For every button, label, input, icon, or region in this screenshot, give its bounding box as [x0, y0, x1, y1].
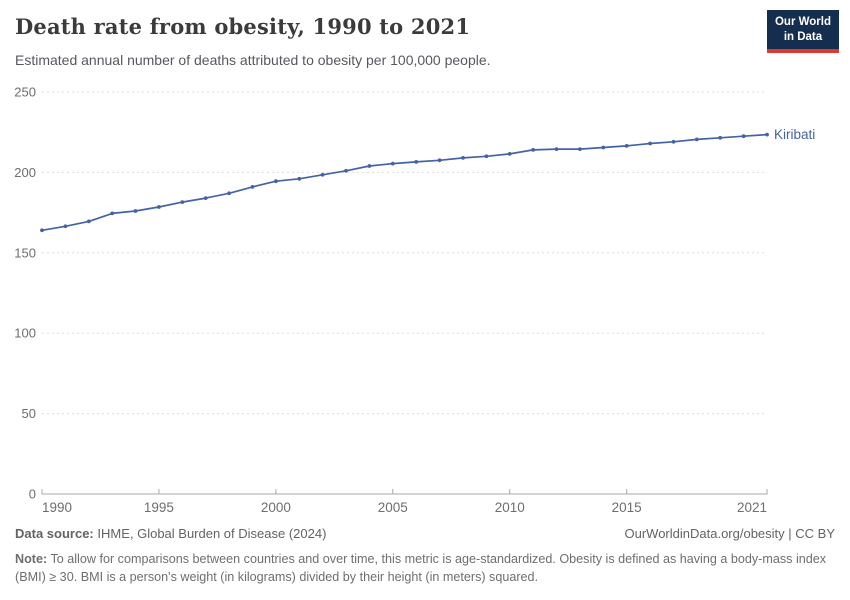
owid-logo: Our World in Data: [766, 10, 839, 53]
data-point: [367, 164, 372, 168]
data-point: [601, 145, 606, 150]
data-point: [461, 156, 465, 160]
data-point: [554, 147, 559, 151]
svg-text:2000: 2000: [261, 500, 291, 515]
data-point: [390, 161, 395, 166]
data-point: [648, 141, 652, 146]
svg-text:50: 50: [22, 406, 36, 421]
svg-text:2010: 2010: [495, 500, 525, 515]
attribution-link[interactable]: OurWorldinData.org/obesity | CC BY: [624, 526, 836, 541]
chart-subtitle: Estimated annual number of deaths attrib…: [15, 52, 491, 68]
svg-text:2015: 2015: [612, 500, 642, 515]
data-point: [110, 211, 115, 216]
note-label: Note:: [15, 552, 48, 566]
data-point: [133, 209, 138, 213]
data-point: [578, 147, 582, 151]
data-point: [531, 148, 535, 152]
data-point: [63, 224, 68, 229]
data-point: [320, 172, 325, 177]
series-line: [41, 133, 768, 232]
svg-text:100: 100: [14, 326, 36, 341]
x-axis: [41, 489, 768, 495]
series-kiribati: Kiribati: [40, 127, 815, 233]
owid-logo-line1: Our World: [774, 16, 831, 28]
data-point: [671, 139, 676, 144]
data-point: [157, 205, 161, 209]
svg-text:2021: 2021: [737, 500, 767, 515]
data-point: [414, 160, 419, 164]
series-end-label: Kiribati: [774, 127, 815, 142]
y-gridlines: [42, 91, 767, 415]
svg-text:250: 250: [14, 85, 36, 100]
data-source-label: Data source:: [15, 526, 94, 541]
svg-text:1990: 1990: [42, 500, 72, 515]
data-point: [694, 137, 699, 142]
data-point: [484, 154, 489, 159]
svg-text:200: 200: [14, 165, 36, 180]
owid-logo-line2: in Data: [783, 30, 823, 43]
data-point: [624, 144, 629, 148]
data-point: [227, 191, 232, 196]
data-point: [40, 228, 44, 233]
data-point: [765, 132, 769, 137]
y-tick-labels: 0 50 100 150 200 250: [14, 85, 36, 502]
svg-text:1995: 1995: [144, 500, 174, 515]
data-point: [344, 168, 348, 173]
data-source-value: IHME, Global Burden of Disease (2024): [93, 526, 327, 541]
svg-text:150: 150: [14, 245, 36, 260]
chart-canvas[interactable]: 0 50 100 150 200 250 1990 1995 2000 2005 2010 2015 2…: [0, 80, 850, 525]
data-point: [507, 152, 512, 156]
data-point: [437, 158, 442, 163]
data-point: [718, 135, 723, 140]
x-tick-labels: 1990 1995 2000 2005 2010 2015 2021: [42, 500, 767, 515]
data-point: [203, 196, 208, 200]
footer: Data source: IHME, Global Burden of Dise…: [15, 526, 835, 541]
data-point: [274, 179, 278, 184]
svg-text:0: 0: [29, 487, 36, 502]
data-point: [250, 185, 255, 189]
data-point: [180, 200, 185, 204]
note-text: To allow for comparisons between countri…: [15, 552, 827, 584]
page-title: Death rate from obesity, 1990 to 2021: [15, 14, 471, 39]
data-source-line: Data source: IHME, Global Burden of Dise…: [15, 526, 326, 541]
data-point: [741, 134, 746, 139]
svg-text:2005: 2005: [378, 500, 408, 515]
data-point: [297, 176, 302, 181]
chart-area: 0 50 100 150 200 250 1990 1995 2000 2005 2010 2015 2…: [0, 80, 850, 525]
chart-note: Note: To allow for comparisons between c…: [15, 551, 837, 587]
data-point: [86, 219, 91, 224]
